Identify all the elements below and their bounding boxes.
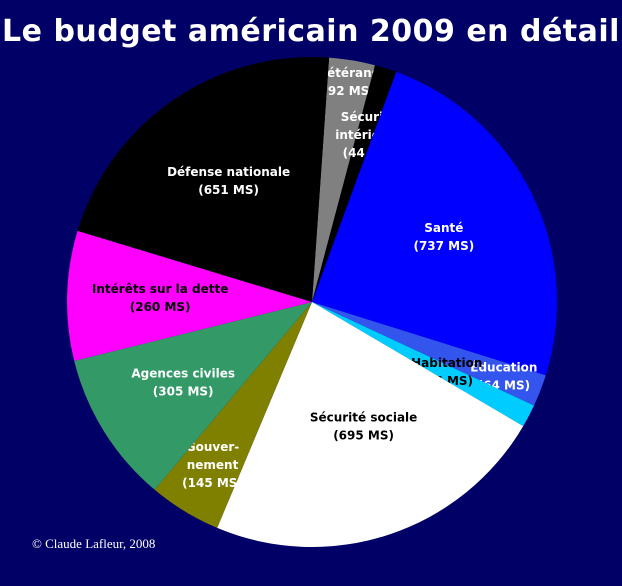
- pie-slice--ducation: [312, 302, 546, 406]
- pie-slice-gouvernement: [154, 302, 312, 528]
- slice-label-gouvernement: Gouver-nement (145 MS): [182, 440, 243, 490]
- pie-slice-d-fense-nationale: [77, 56, 330, 302]
- slice-label-v-t-rans: Vétérans (92 MS): [318, 66, 378, 98]
- pie-slice-v-t-rans: [312, 57, 375, 303]
- slice-label-agences-civiles: Agences civiles (305 MS): [131, 366, 235, 398]
- slice-label-s-curit-sociale: Sécurité sociale (695 MS): [310, 410, 417, 442]
- pie-slice-s-curit-sociale: [217, 302, 524, 547]
- pie-slice-int-r-ts-sur-la-dette: [66, 230, 312, 361]
- copyright-credit: © Claude Lafleur, 2008: [32, 536, 156, 551]
- pie-slice-agences-civiles: [74, 302, 312, 490]
- slice-label-sant-: Santé (737 MS): [413, 221, 474, 253]
- pie-slice-s-curit-int-rieure: [312, 65, 397, 302]
- slice-label-d-fense-nationale: Défense nationale (651 MS): [167, 165, 290, 197]
- pie-slice-sant-: [312, 71, 557, 376]
- slice-label-int-r-ts-sur-la-dette: Intérêts sur la dette (260 MS): [92, 282, 229, 314]
- pie-slice-habitation: [312, 302, 535, 427]
- chart-title: Le budget américain 2009 en détail: [2, 14, 620, 49]
